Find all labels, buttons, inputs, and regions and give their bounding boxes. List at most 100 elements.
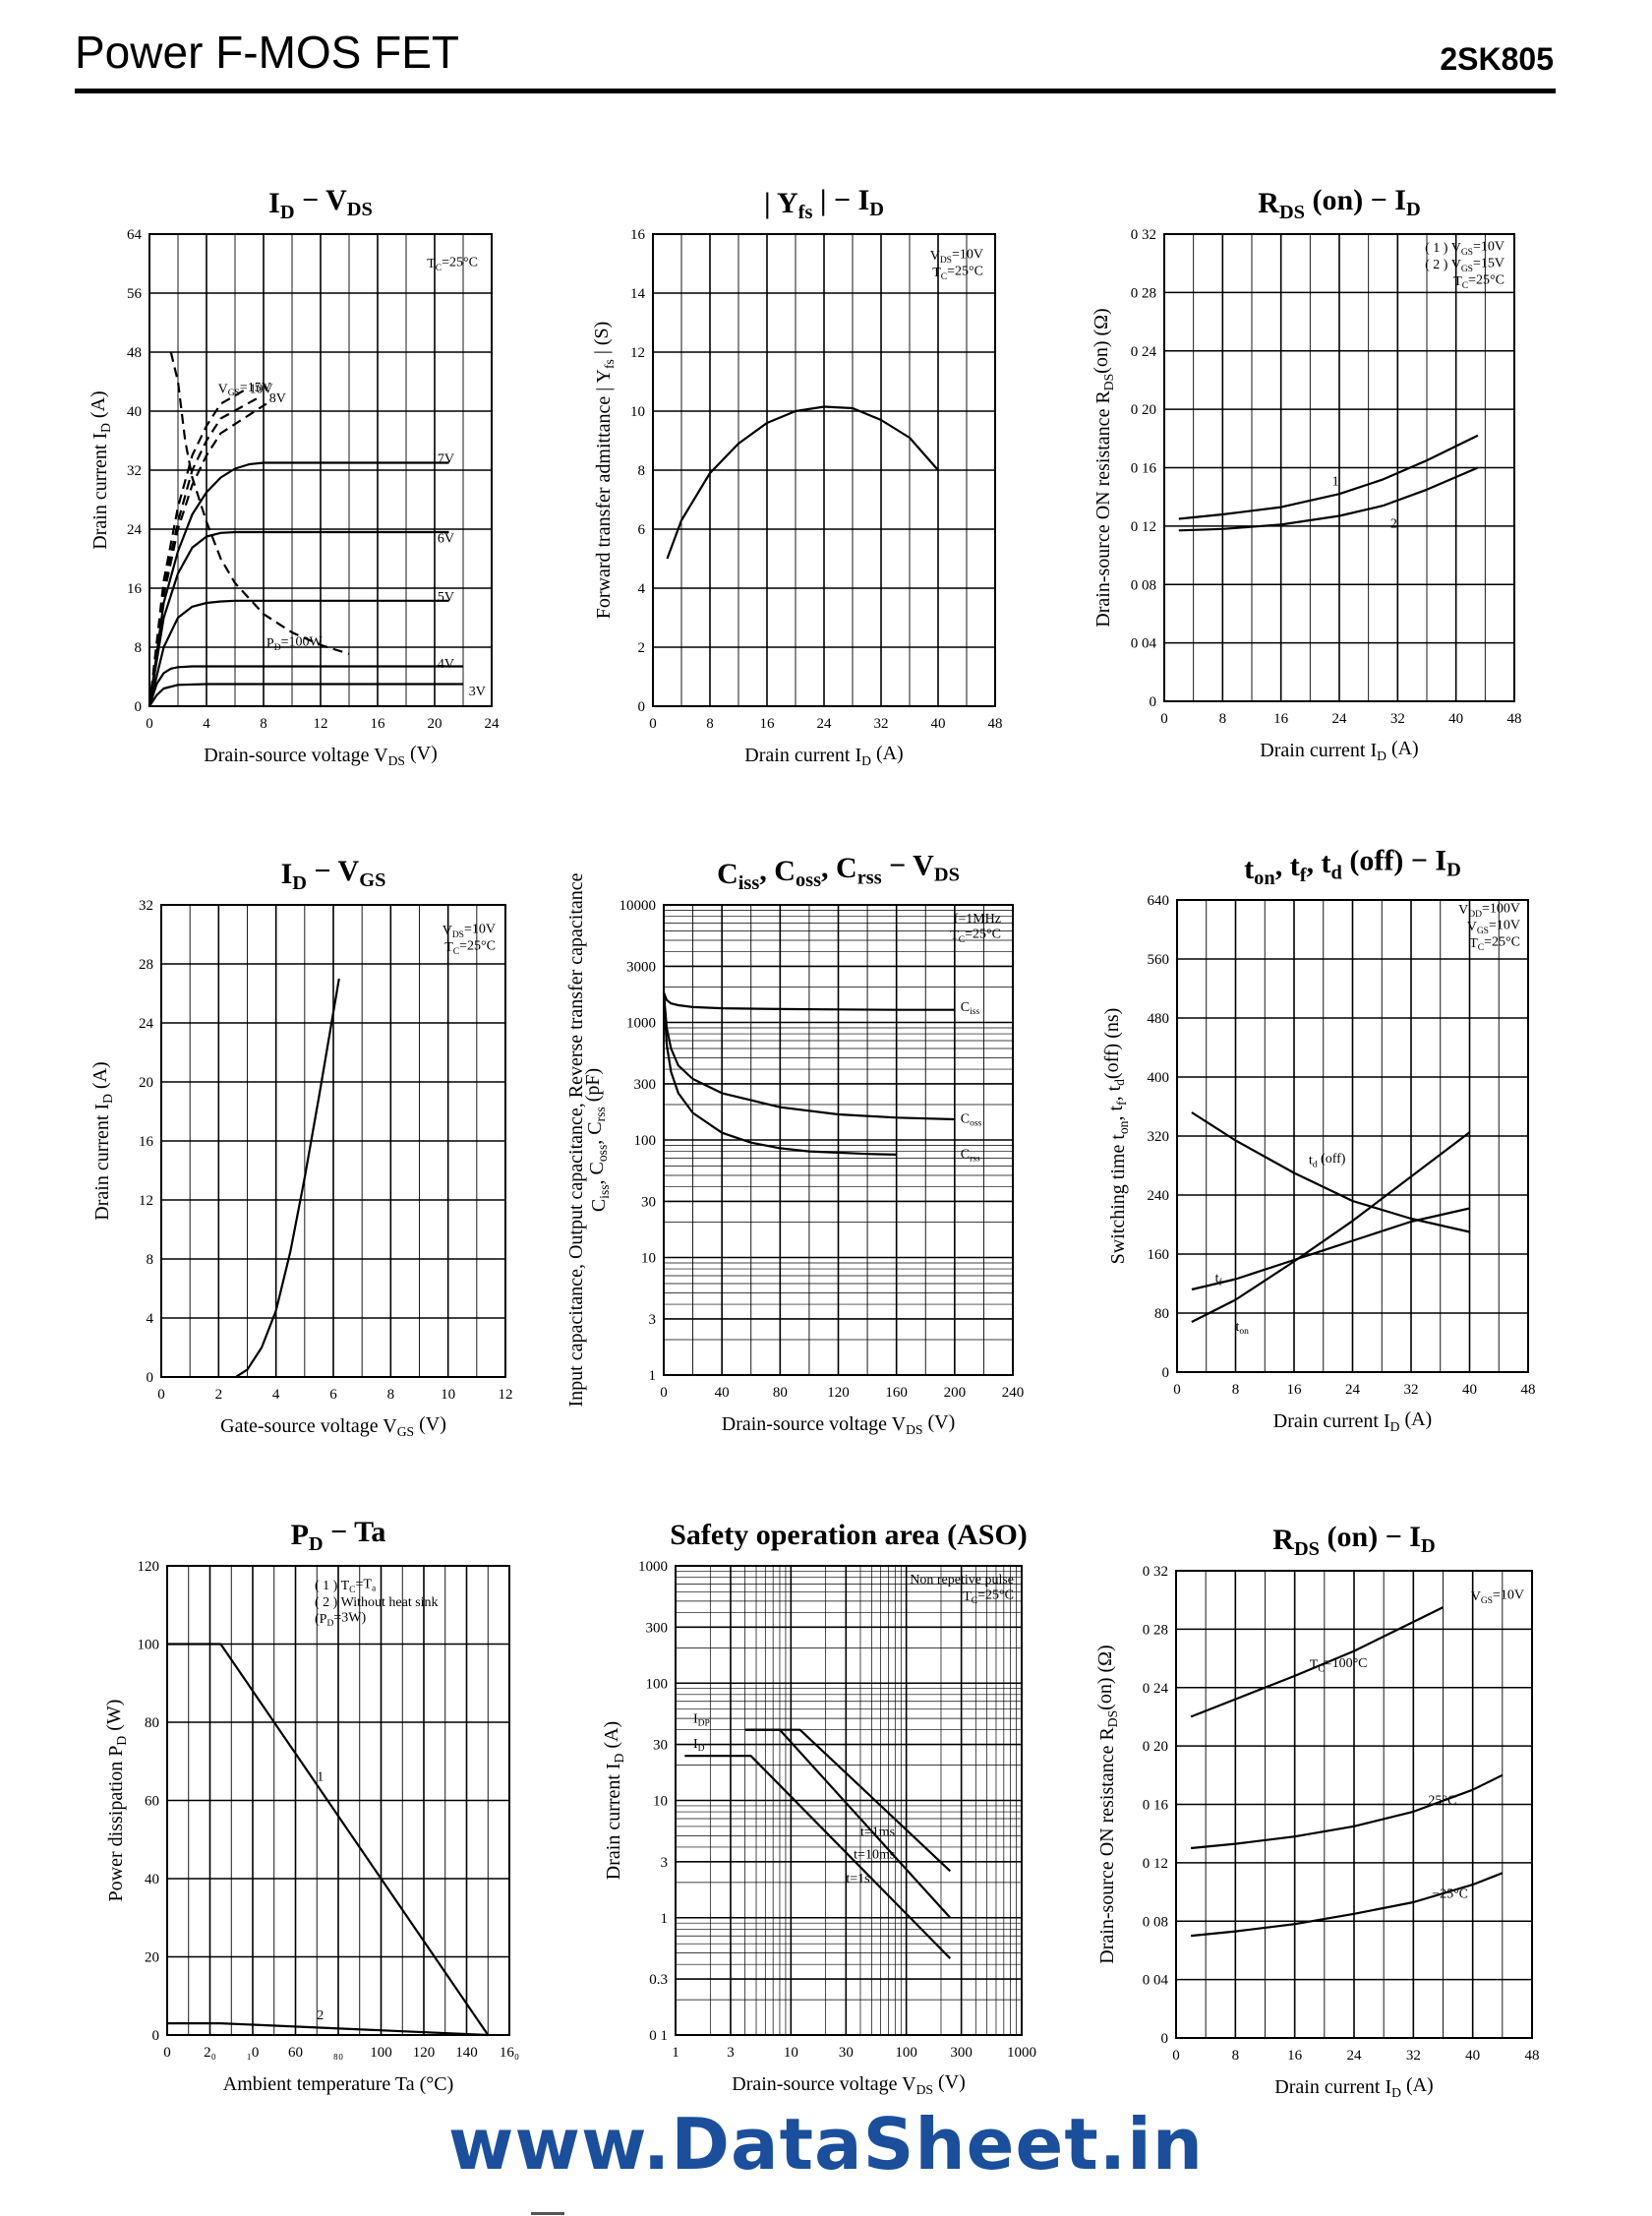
c8-x-tick-label: 10 — [784, 2045, 798, 2061]
c2-y-tick-label: 10 — [630, 404, 645, 420]
c7-x-axis-label: Ambient temperature Ta (°C) — [223, 2073, 453, 2095]
c6-series-label: ton​ — [1236, 1320, 1250, 1337]
c9-x-tick-label: 8 — [1232, 2048, 1240, 2064]
c1-series-label: 6V — [438, 532, 454, 547]
c9-series-line — [1190, 1773, 1504, 1850]
c3-title: RDS​ (on) − ID​ — [1258, 184, 1420, 223]
c4-x-tick-label: 12 — [499, 1387, 513, 1403]
c4-title: ID​ − VGS​ — [281, 855, 386, 894]
c7-series-line — [167, 2022, 489, 2037]
c4-x-tick-label: 10 — [441, 1387, 455, 1403]
c6-x-tick-label: 0 — [1173, 1382, 1181, 1398]
c6-y-tick-label: 80 — [1154, 1306, 1169, 1322]
c1-x-tick-label: 0 — [146, 716, 153, 732]
c4-y-tick-label: 28 — [139, 957, 153, 973]
c3-x-tick-label: 16 — [1273, 711, 1289, 727]
c8-condition-note: TC​=25°C — [963, 1588, 1014, 1606]
c1-series-line — [148, 530, 449, 707]
c5-y-tick-label: 10000 — [620, 898, 657, 914]
c2-y-tick-label: 6 — [638, 522, 646, 538]
c2-y-tick-label: 16 — [630, 227, 646, 243]
c9-y-tick-label: 0 20 — [1143, 1739, 1168, 1755]
c6-x-tick-label: 8 — [1232, 1382, 1240, 1398]
c3-y-tick-label: 0 04 — [1131, 636, 1157, 652]
c8-y-axis-label: Drain current ID​ (A) — [601, 1721, 626, 1880]
c6-y-tick-label: 480 — [1148, 1011, 1170, 1027]
c6-x-tick-label: 48 — [1521, 1382, 1536, 1398]
c1-series-line — [148, 402, 267, 707]
c7-x-tick-label: 0 — [163, 2045, 171, 2061]
c1-series-label: 7V — [438, 452, 454, 467]
c3-y-tick-label: 0 24 — [1131, 344, 1157, 360]
c5-series-line — [662, 991, 955, 1121]
c8-chart: 1 3 10 30 100 300 10000 10.31310301003001000Sa… — [601, 1519, 1036, 2097]
c1-x-tick-label: 8 — [260, 716, 267, 732]
c8-limit-label: IDP​ — [693, 1711, 710, 1728]
c7-x-tick-label: 60 — [288, 2045, 303, 2061]
c4-y-tick-label: 16 — [139, 1134, 154, 1150]
c5-y-axis-label: Input capacitance, Output capacitance, R… — [565, 872, 587, 1407]
c7-y-tick-label: 80 — [145, 1715, 159, 1731]
c2-y-tick-label: 8 — [638, 463, 646, 479]
c1-y-tick-label: 56 — [127, 286, 143, 302]
c4-x-tick-label: 4 — [272, 1387, 280, 1403]
c7-condition-note: ( 1 ) TC​=Ta​ — [315, 1578, 377, 1595]
c6-series-label: td​ (off) — [1309, 1152, 1346, 1169]
c8-y-tick-label: 30 — [653, 1738, 668, 1754]
c6-y-tick-label: 0 — [1162, 1365, 1170, 1381]
c8-x-tick-label: 1000 — [1007, 2045, 1036, 2061]
c7-chart: 0 2₀ ₁0 60 ₈₀ 100 120 140 16₀ 0 20 40 60 80 100 120 PD​ … — [103, 1516, 519, 2095]
c1-series-label: 10V — [250, 382, 273, 396]
c8-x-axis-label: Drain-source voltage VDS​ (V) — [732, 2071, 966, 2097]
c1-series-label: 8V — [269, 391, 286, 406]
c7-series-line — [167, 1643, 490, 2036]
c8-series-line — [744, 1728, 952, 1919]
c8-x-tick-label: 30 — [839, 2045, 854, 2061]
c9-x-axis-label: Drain current ID​ (A) — [1274, 2074, 1433, 2100]
c3-chart: 0 8 16 24 32 40 48 0 0 04 0 08 0 12 0 16 0 20 0 24 0 2… — [1091, 184, 1521, 763]
c8-series-line — [684, 1755, 952, 1959]
c3-x-tick-label: 40 — [1448, 711, 1463, 727]
c9-series-label: 25°C — [1428, 1794, 1456, 1809]
c1-y-tick-label: 16 — [127, 581, 143, 597]
c8-x-tick-label: 100 — [895, 2045, 917, 2061]
c3-x-tick-label: 24 — [1332, 711, 1348, 727]
c3-x-tick-label: 0 — [1160, 711, 1168, 727]
c5-series-line — [662, 991, 897, 1156]
c1-series-label: 3V — [469, 685, 486, 699]
c7-x-tick-label: ₈₀ — [333, 2045, 343, 2061]
c9-y-axis-label: Drain-source ON resistance RDS​(on) (Ω) — [1094, 1645, 1120, 1963]
c8-limit-label: ID​ — [693, 1737, 705, 1754]
c8-y-tick-label: 3 — [661, 1855, 669, 1871]
c5-series-label: Crss​ — [961, 1148, 980, 1165]
c6-y-tick-label: 400 — [1148, 1070, 1170, 1086]
c3-y-tick-label: 0 28 — [1131, 285, 1156, 301]
c7-y-tick-label: 100 — [138, 1638, 160, 1653]
c2-x-tick-label: 8 — [706, 716, 714, 732]
c1-y-tick-label: 48 — [127, 345, 142, 361]
c4-x-axis-label: Gate-source voltage VGS​ (V) — [220, 1413, 446, 1439]
c2-y-tick-label: 12 — [630, 345, 645, 361]
c1-series-line — [148, 461, 449, 707]
header-rule — [75, 89, 1556, 93]
c5-y-tick-label: 100 — [634, 1133, 657, 1149]
c8-y-tick-label: 1000 — [638, 1559, 668, 1575]
c3-series-line — [1178, 466, 1479, 532]
c5-title: Ciss​, Coss​, Crss​ − VDS​ — [717, 849, 960, 894]
c6-x-tick-label: 16 — [1287, 1382, 1303, 1398]
c8-x-tick-label: 300 — [950, 2045, 973, 2061]
c1-x-tick-label: 12 — [314, 716, 328, 732]
c6-series-line — [1191, 1131, 1471, 1323]
c3-series-line — [1178, 434, 1479, 520]
c1-series-line — [169, 351, 350, 655]
c9-y-tick-label: 0 24 — [1143, 1681, 1169, 1697]
c7-series-label: 2 — [317, 2008, 324, 2023]
c2-x-tick-label: 0 — [649, 716, 657, 732]
c5-y-axis-label-2: Ciss​, Coss​, Crss​ (pF) — [582, 1068, 612, 1212]
c7-y-axis-label: Power dissipation PD​ (W) — [103, 1700, 129, 1902]
c9-x-tick-label: 16 — [1287, 2048, 1303, 2064]
c2-x-tick-label: 16 — [760, 716, 776, 732]
c1-y-tick-label: 40 — [127, 404, 142, 420]
c1-y-tick-label: 24 — [127, 522, 143, 538]
c5-series-line — [662, 991, 955, 1011]
